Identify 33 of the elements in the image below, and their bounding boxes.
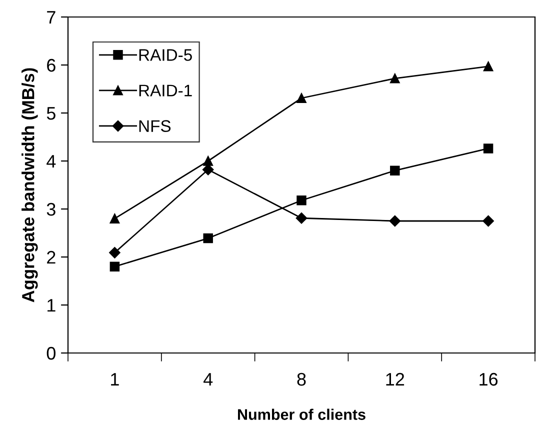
point [203, 233, 213, 244]
x-tick-label: 8 [297, 372, 306, 386]
point [483, 62, 494, 72]
x-tick-label: 1 [111, 373, 119, 386]
point [296, 212, 308, 224]
point [390, 166, 400, 176]
y-tick-label: 1 [48, 299, 56, 312]
x-axis-title: Number of clients [238, 408, 366, 420]
point [483, 144, 494, 154]
point [390, 74, 400, 84]
point [203, 156, 213, 166]
y-tick-label: 2 [47, 250, 56, 264]
x-tick-label: 12 [386, 372, 404, 386]
y-tick-label: 6 [47, 58, 56, 72]
y-tick-label: 7 [47, 11, 56, 24]
legend-label: RAID-1 [139, 84, 192, 96]
legend-label: RAID-5 [139, 49, 192, 61]
x-tick-label: 4 [203, 373, 213, 386]
point [296, 93, 306, 103]
point [110, 214, 120, 224]
point [482, 215, 494, 227]
point [202, 164, 214, 176]
point [110, 262, 120, 272]
y-tick-label: 5 [46, 107, 56, 120]
x-tick-label: 16 [480, 372, 498, 386]
y-tick-label: 0 [46, 346, 56, 360]
point [389, 215, 401, 227]
legend-label: NFS [139, 120, 171, 132]
y-axis-title: Aggregate bandwidth (MB/s) [22, 68, 38, 302]
y-tick-label: 4 [46, 155, 56, 168]
point [109, 247, 120, 258]
y-tick-label: 3 [46, 202, 56, 216]
point [296, 196, 306, 206]
